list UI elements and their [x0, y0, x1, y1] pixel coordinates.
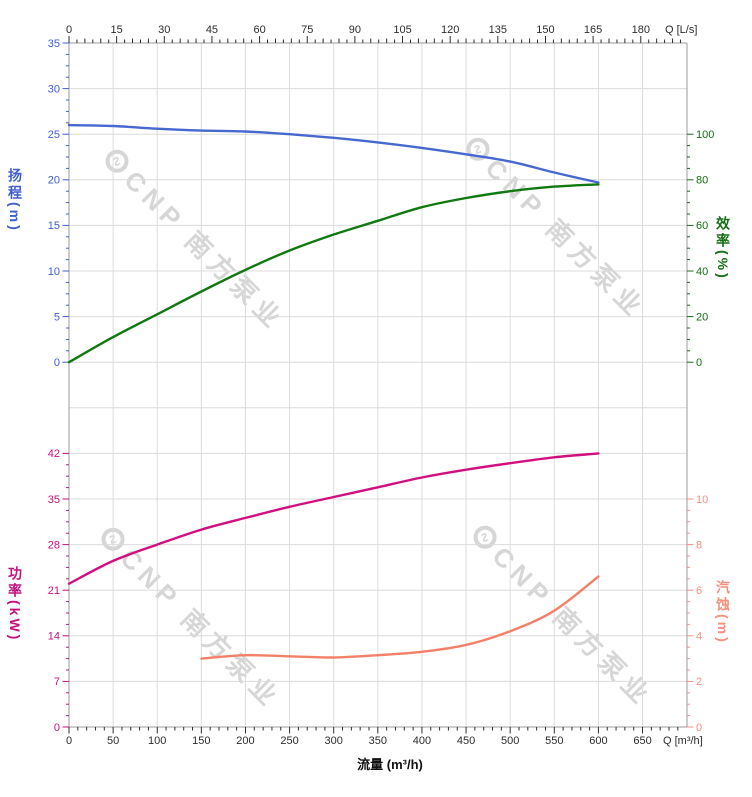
left-axis-tick-label: 0	[54, 722, 60, 734]
bottom-axis-tick-label: 650	[633, 735, 651, 747]
npsh-axis-title: 汽蚀(m)	[715, 580, 731, 645]
left-axis-tick-label: 0	[54, 357, 60, 369]
bottom-axis-tick-label: 600	[589, 735, 607, 747]
bottom-axis-tick-label: 300	[325, 735, 343, 747]
efficiency-curve	[67, 183, 600, 364]
left-axis-tick-label: 28	[48, 539, 60, 551]
top-axis-tick-label: 165	[584, 24, 602, 36]
efficiency-axis-title: 效率(%)	[715, 216, 731, 281]
power-curve	[67, 452, 600, 585]
power-axis-title: 功率(kW)	[7, 566, 23, 643]
right-axis-tick-label: 6	[696, 585, 702, 597]
top-axis-tick-label: 60	[253, 24, 265, 36]
bottom-axis-tick-label: 550	[545, 735, 563, 747]
right-axis-tick-label: 2	[696, 676, 702, 688]
left-axis-tick-label: 30	[48, 83, 60, 95]
left-axis-tick-label: 7	[54, 676, 60, 688]
bottom-axis-tick-label: 200	[236, 735, 254, 747]
left-axis-tick-label: 20	[48, 175, 60, 187]
top-axis-tick-label: 120	[441, 24, 459, 36]
right-axis-tick-label: 60	[696, 220, 708, 232]
bottom-axis-tick-label: 150	[192, 735, 210, 747]
left-axis-tick-label: 21	[48, 585, 60, 597]
top-axis-tick-label: 105	[393, 24, 411, 36]
top-axis-tick-label: 30	[158, 24, 170, 36]
head-curve	[67, 123, 600, 184]
left-axis-tick-label: 10	[48, 266, 60, 278]
bottom-axis-tick-label: 250	[280, 735, 298, 747]
right-axis-tick-label: 20	[696, 311, 708, 323]
bottom-axis-tick-label: 0	[66, 735, 72, 747]
left-axis-tick-label: 5	[54, 311, 60, 323]
bottom-axis-unit-label: Q [m³/h]	[663, 735, 703, 747]
bottom-axis-tick-label: 350	[369, 735, 387, 747]
bottom-axis-tick-label: 50	[107, 735, 119, 747]
top-axis-tick-label: 135	[489, 24, 507, 36]
right-axis-tick-label: 40	[696, 266, 708, 278]
right-axis-tick-label: 100	[696, 129, 714, 141]
left-axis-tick-label: 42	[48, 448, 60, 460]
bottom-axis-tick-label: 100	[148, 735, 166, 747]
top-axis-tick-label: 0	[66, 24, 72, 36]
top-axis-tick-label: 90	[349, 24, 361, 36]
bottom-axis-tick-label: 450	[457, 735, 475, 747]
right-axis-tick-label: 4	[696, 631, 702, 643]
left-axis-tick-label: 25	[48, 129, 60, 141]
left-axis-tick-label: 35	[48, 38, 60, 50]
right-axis-tick-label: 8	[696, 539, 702, 551]
left-axis-tick-label: 15	[48, 220, 60, 232]
left-axis-tick-label: 14	[48, 631, 60, 643]
head-axis-title: 扬程(m)	[7, 168, 23, 233]
bottom-axis-tick-label: 500	[501, 735, 519, 747]
top-axis-tick-label: 150	[536, 24, 554, 36]
npsh-curve	[200, 575, 600, 660]
right-axis-tick-label: 0	[696, 722, 702, 734]
right-axis-tick-label: 10	[696, 494, 708, 506]
left-axis-tick-label: 35	[48, 494, 60, 506]
right-axis-tick-label: 0	[696, 357, 702, 369]
top-axis-tick-label: 45	[206, 24, 218, 36]
top-axis-unit-label: Q [L/s]	[665, 24, 698, 36]
right-axis-tick-label: 80	[696, 175, 708, 187]
top-axis-tick-label: 180	[632, 24, 650, 36]
bottom-axis-tick-label: 400	[413, 735, 431, 747]
top-axis-tick-label: 75	[301, 24, 313, 36]
top-axis-tick-label: 15	[111, 24, 123, 36]
flow-axis-title: 流量 (m³/h)	[357, 757, 423, 772]
